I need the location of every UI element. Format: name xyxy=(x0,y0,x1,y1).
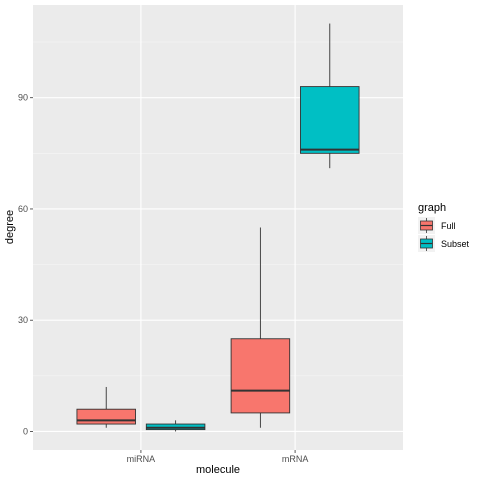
box-iqr xyxy=(300,86,360,154)
boxes xyxy=(76,23,360,432)
y-tick-label: 60 xyxy=(18,204,28,214)
y-axis-ticks: 0 30 60 90 xyxy=(18,93,33,436)
box-iqr xyxy=(76,408,136,425)
box-subset-mrna xyxy=(300,23,360,169)
x-tick-label: miRNA xyxy=(127,454,156,464)
x-tick-label: mRNA xyxy=(282,454,309,464)
legend-key-subset: Subset xyxy=(418,235,470,252)
legend-title: graph xyxy=(418,202,446,214)
legend-label: Subset xyxy=(441,239,470,249)
plot-panel xyxy=(33,5,403,450)
x-axis-title: molecule xyxy=(196,464,240,476)
box-subset-mirna xyxy=(145,420,206,432)
major-gridlines xyxy=(33,5,403,450)
box-full-mirna xyxy=(76,386,136,428)
legend: graph Full Subset xyxy=(418,202,470,252)
legend-key-full: Full xyxy=(418,217,456,234)
y-axis-title: degree xyxy=(4,210,16,244)
box-full-mrna xyxy=(230,227,291,428)
minor-gridlines xyxy=(33,41,403,377)
y-tick-label: 30 xyxy=(18,315,28,325)
y-tick-label: 90 xyxy=(18,93,28,103)
x-axis-ticks: miRNA mRNA xyxy=(127,450,309,464)
box-iqr xyxy=(230,338,291,414)
legend-label: Full xyxy=(441,221,456,231)
y-tick-label: 0 xyxy=(23,426,28,436)
